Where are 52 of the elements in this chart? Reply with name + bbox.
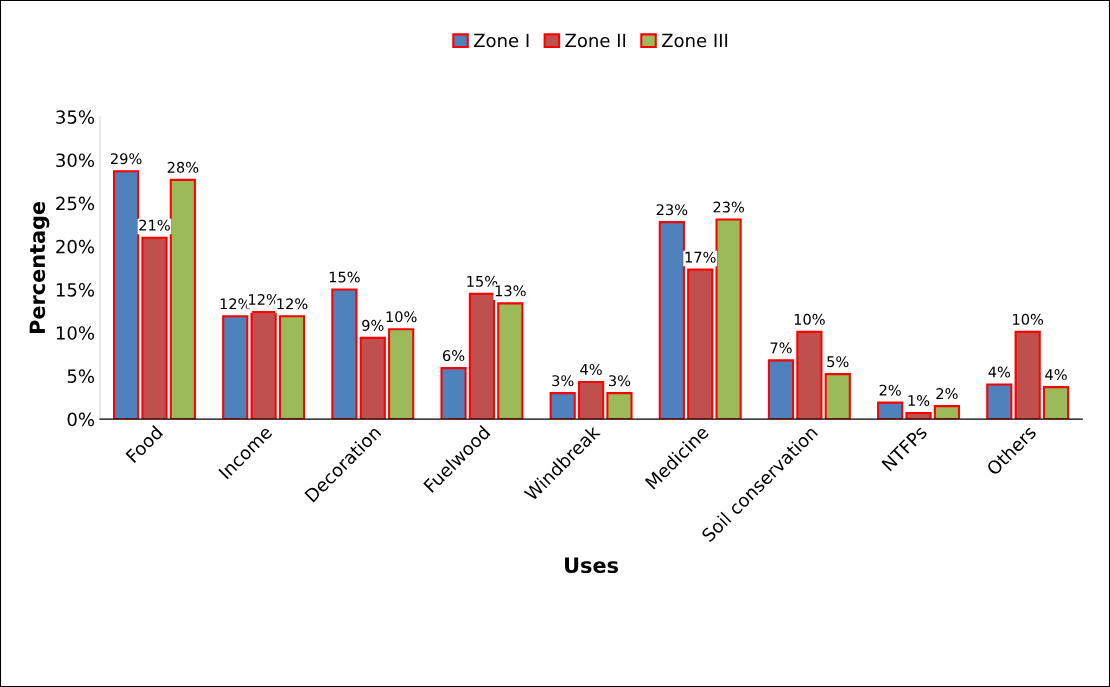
data-label: 3% xyxy=(552,375,574,387)
y-tick-label: 0% xyxy=(67,412,95,427)
data-label: 1% xyxy=(908,395,930,407)
y-axis-title: Percentage xyxy=(29,201,50,334)
bar xyxy=(824,373,851,420)
data-label: 2% xyxy=(879,384,901,396)
bar xyxy=(278,315,306,420)
data-label: 21% xyxy=(139,219,170,231)
bar xyxy=(222,315,249,420)
data-label: 29% xyxy=(110,153,142,165)
data-label: 28% xyxy=(167,161,199,173)
bar xyxy=(250,310,277,420)
data-label: 6% xyxy=(443,350,465,362)
bar xyxy=(112,170,140,420)
data-label: 4% xyxy=(1045,369,1067,381)
data-label: 5% xyxy=(827,356,849,368)
bar xyxy=(658,221,685,420)
bar xyxy=(933,405,961,420)
data-label: 2% xyxy=(936,388,958,400)
y-tick-label: 30% xyxy=(56,153,95,168)
data-label: 23% xyxy=(713,201,745,213)
y-tick-label: 25% xyxy=(56,196,95,211)
data-label: 13% xyxy=(495,285,526,297)
bar xyxy=(767,359,795,420)
bar xyxy=(1042,386,1070,420)
bar xyxy=(549,392,576,420)
bar xyxy=(497,302,524,420)
bar xyxy=(440,367,467,420)
data-label: 10% xyxy=(386,311,417,323)
data-label: 4% xyxy=(580,363,602,375)
data-label: 7% xyxy=(770,342,792,354)
legend-label: Zone I xyxy=(473,33,529,48)
y-tick-label: 10% xyxy=(56,326,95,340)
data-label: 23% xyxy=(656,204,688,216)
data-label: 10% xyxy=(794,313,825,325)
data-label: 4% xyxy=(988,366,1011,378)
y-tick-label: 35% xyxy=(56,110,95,124)
bar xyxy=(388,328,415,420)
data-label: 15% xyxy=(467,275,498,287)
data-label: 17% xyxy=(685,251,716,263)
data-label: 10% xyxy=(1013,313,1044,325)
x-axis-title: Uses xyxy=(565,557,619,574)
y-tick-label: 15% xyxy=(56,282,95,297)
legend-label: Zone III xyxy=(661,33,728,48)
data-label: 3% xyxy=(609,375,631,387)
y-tick-label: 5% xyxy=(67,369,95,383)
data-label: 15% xyxy=(329,271,360,283)
data-label: 9% xyxy=(362,319,384,331)
bar xyxy=(606,392,633,420)
data-label: 12% xyxy=(277,298,308,310)
y-tick-label: 20% xyxy=(56,239,95,254)
legend-label: Zone II xyxy=(565,33,626,48)
